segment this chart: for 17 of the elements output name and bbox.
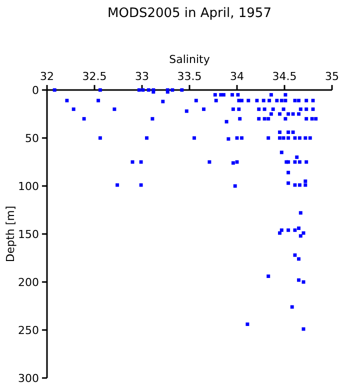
x-tick-label: 35 bbox=[325, 70, 339, 83]
y-tick-label: 150 bbox=[18, 228, 39, 241]
chart-title: MODS2005 in April, 1957 bbox=[108, 6, 272, 21]
x-tick-label: 34 bbox=[230, 70, 244, 83]
y-tick-label: 0 bbox=[32, 84, 39, 97]
y-axis-title: Depth [m] bbox=[4, 206, 17, 262]
x-tick-label: 34.5 bbox=[272, 70, 297, 83]
x-tick-label: 32.5 bbox=[82, 70, 107, 83]
x-axis-title: Salinity bbox=[169, 53, 210, 66]
y-tick-label: 200 bbox=[18, 276, 39, 289]
y-tick-label: 100 bbox=[18, 180, 39, 193]
x-tick-label: 33.5 bbox=[177, 70, 202, 83]
x-tick-label: 32 bbox=[40, 70, 54, 83]
y-tick-label: 250 bbox=[18, 324, 39, 337]
x-tick-label: 33 bbox=[135, 70, 149, 83]
y-tick-label: 300 bbox=[18, 372, 39, 384]
y-tick-label: 50 bbox=[25, 132, 39, 145]
